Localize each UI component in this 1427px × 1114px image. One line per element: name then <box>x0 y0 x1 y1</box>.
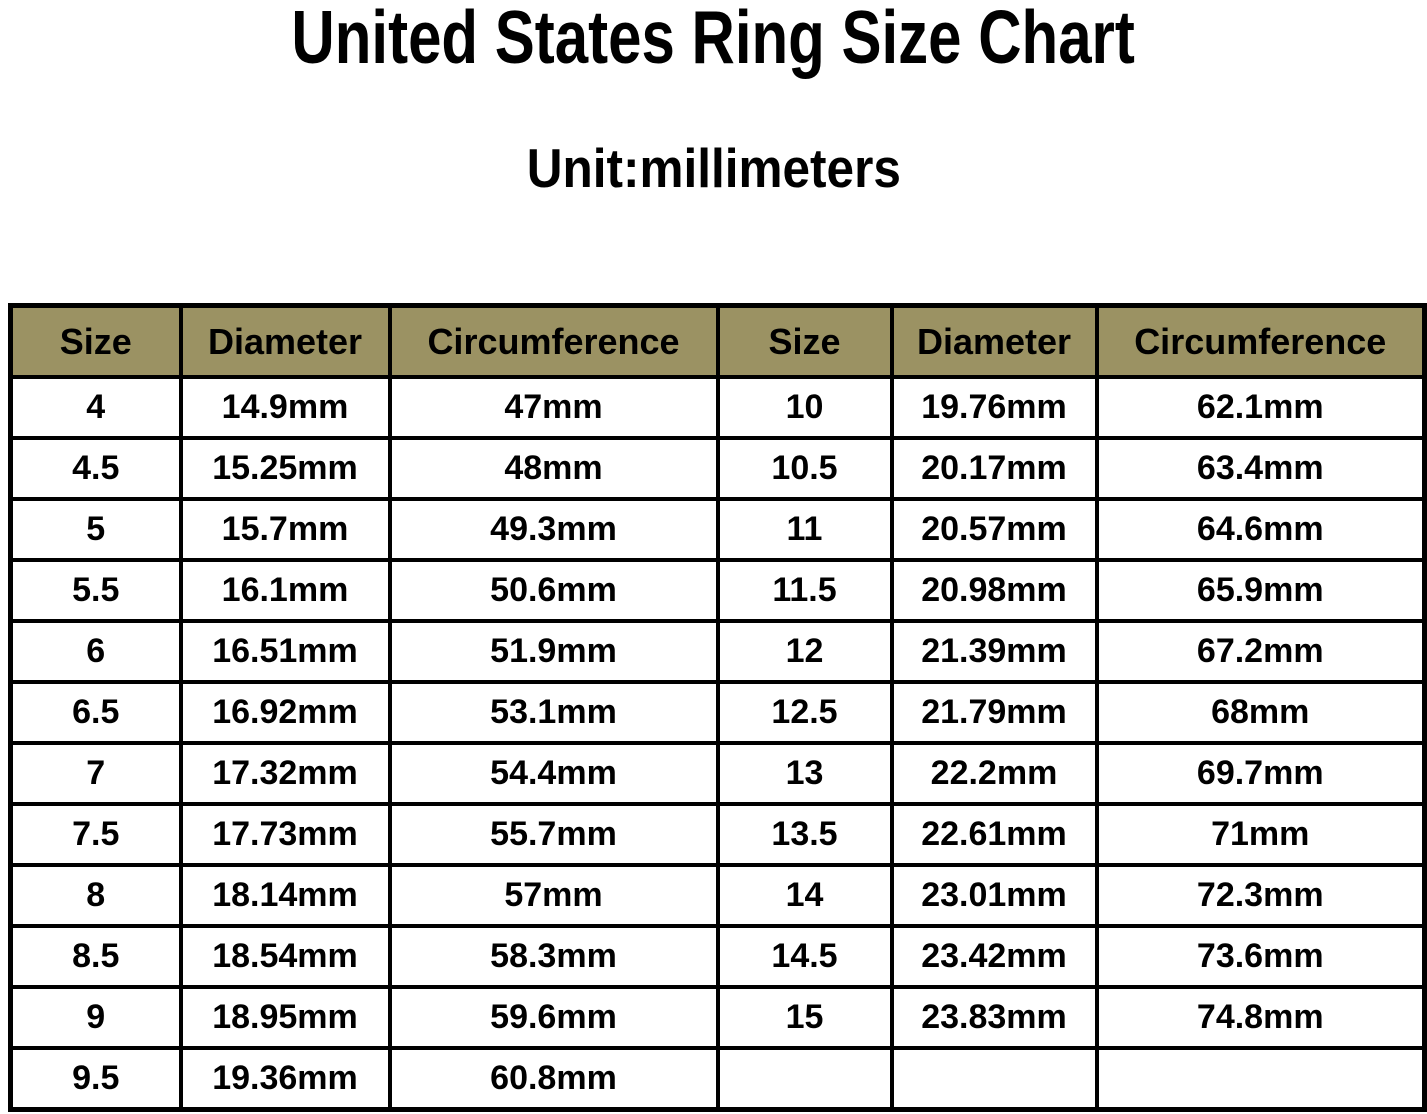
table-cell: 16.51mm <box>178 619 392 684</box>
unit-label-text: Unit:millimeters <box>526 137 901 199</box>
table-cell: 69.7mm <box>1094 741 1427 806</box>
table-cell: 18.14mm <box>178 863 392 928</box>
table-cell: 21.79mm <box>889 680 1099 745</box>
table-cell: 12 <box>715 619 894 684</box>
column-header-diameter-1: Diameter <box>178 303 392 379</box>
table-cell: 64.6mm <box>1094 497 1427 562</box>
table-row: 4.5 15.25mm 48mm 10.5 20.17mm 63.4mm <box>8 436 1427 501</box>
table-cell: 67.2mm <box>1094 619 1427 684</box>
table-cell: 22.61mm <box>889 802 1099 867</box>
table-cell: 9.5 <box>8 1046 183 1112</box>
table-cell: 55.7mm <box>387 802 720 867</box>
table-cell: 16.1mm <box>178 558 392 623</box>
table-cell: 6 <box>8 619 183 684</box>
table-cell: 5 <box>8 497 183 562</box>
table-cell <box>715 1046 894 1112</box>
table-cell <box>1094 1046 1427 1112</box>
table-cell: 14.5 <box>715 924 894 989</box>
table-cell: 4 <box>8 375 183 440</box>
table-row: 8.5 18.54mm 58.3mm 14.5 23.42mm 73.6mm <box>8 924 1427 989</box>
table-cell: 10 <box>715 375 894 440</box>
table-cell: 15 <box>715 985 894 1050</box>
table-cell: 4.5 <box>8 436 183 501</box>
table-row: 5 15.7mm 49.3mm 11 20.57mm 64.6mm <box>8 497 1427 562</box>
table-row: 4 14.9mm 47mm 10 19.76mm 62.1mm <box>8 375 1427 440</box>
header-row: Size Diameter Circumference Size Diameter Cir… <box>8 303 1427 379</box>
table-cell: 23.01mm <box>889 863 1099 928</box>
table-cell <box>889 1046 1099 1112</box>
table-cell: 14 <box>715 863 894 928</box>
table-cell: 13 <box>715 741 894 806</box>
table-cell: 21.39mm <box>889 619 1099 684</box>
table-cell: 11 <box>715 497 894 562</box>
table-cell: 71mm <box>1094 802 1427 867</box>
table-cell: 62.1mm <box>1094 375 1427 440</box>
column-header-circumference-5: Circumference <box>1094 303 1427 379</box>
table-cell: 8.5 <box>8 924 183 989</box>
table-cell: 60.8mm <box>387 1046 720 1112</box>
table-cell: 16.92mm <box>178 680 392 745</box>
column-header-size-3: Size <box>715 303 894 379</box>
table-header: Size Diameter Circumference Size Diameter Cir… <box>8 303 1427 379</box>
table-cell: 22.2mm <box>889 741 1099 806</box>
column-header-diameter-4: Diameter <box>889 303 1099 379</box>
page-title: United States Ring Size Chart <box>0 0 1427 80</box>
table-body: 4 14.9mm 47mm 10 19.76mm 62.1mm 4.5 15.25mm 48mm… <box>8 375 1427 1112</box>
table-cell: 17.73mm <box>178 802 392 867</box>
table-cell: 23.83mm <box>889 985 1099 1050</box>
table-cell: 15.25mm <box>178 436 392 501</box>
column-header-circumference-2: Circumference <box>387 303 720 379</box>
table-cell: 18.54mm <box>178 924 392 989</box>
table-cell: 74.8mm <box>1094 985 1427 1050</box>
table-cell: 18.95mm <box>178 985 392 1050</box>
table-cell: 49.3mm <box>387 497 720 562</box>
table-cell: 20.57mm <box>889 497 1099 562</box>
unit-label: Unit:millimeters <box>0 136 1427 200</box>
table-cell: 19.36mm <box>178 1046 392 1112</box>
table-row: 9 18.95mm 59.6mm 15 23.83mm 74.8mm <box>8 985 1427 1050</box>
table-cell: 6.5 <box>8 680 183 745</box>
table-cell: 68mm <box>1094 680 1427 745</box>
table-cell: 17.32mm <box>178 741 392 806</box>
table-cell: 8 <box>8 863 183 928</box>
table-cell: 7 <box>8 741 183 806</box>
table-cell: 54.4mm <box>387 741 720 806</box>
table-cell: 12.5 <box>715 680 894 745</box>
table-row: 7 17.32mm 54.4mm 13 22.2mm 69.7mm <box>8 741 1427 806</box>
table-cell: 14.9mm <box>178 375 392 440</box>
table-row: 8 18.14mm 57mm 14 23.01mm 72.3mm <box>8 863 1427 928</box>
table-cell: 20.98mm <box>889 558 1099 623</box>
table-row: 6.5 16.92mm 53.1mm 12.5 21.79mm 68mm <box>8 680 1427 745</box>
page-title-text: United States Ring Size Chart <box>291 0 1136 79</box>
table-row: 7.5 17.73mm 55.7mm 13.5 22.61mm 71mm <box>8 802 1427 867</box>
table-cell: 19.76mm <box>889 375 1099 440</box>
table-cell: 72.3mm <box>1094 863 1427 928</box>
table-cell: 7.5 <box>8 802 183 867</box>
table-cell: 20.17mm <box>889 436 1099 501</box>
table-cell: 50.6mm <box>387 558 720 623</box>
table-row: 6 16.51mm 51.9mm 12 21.39mm 67.2mm <box>8 619 1427 684</box>
table-cell: 73.6mm <box>1094 924 1427 989</box>
table-cell: 9 <box>8 985 183 1050</box>
table-cell: 57mm <box>387 863 720 928</box>
table-cell: 53.1mm <box>387 680 720 745</box>
table-cell: 51.9mm <box>387 619 720 684</box>
table-row: 9.5 19.36mm 60.8mm <box>8 1046 1427 1112</box>
table-cell: 13.5 <box>715 802 894 867</box>
table-cell: 15.7mm <box>178 497 392 562</box>
table-cell: 59.6mm <box>387 985 720 1050</box>
table-cell: 48mm <box>387 436 720 501</box>
table-cell: 11.5 <box>715 558 894 623</box>
table-cell: 5.5 <box>8 558 183 623</box>
table-cell: 58.3mm <box>387 924 720 989</box>
table-cell: 10.5 <box>715 436 894 501</box>
table-cell: 65.9mm <box>1094 558 1427 623</box>
column-header-size-0: Size <box>8 303 183 379</box>
table-cell: 47mm <box>387 375 720 440</box>
table-cell: 23.42mm <box>889 924 1099 989</box>
table-row: 5.5 16.1mm 50.6mm 11.5 20.98mm 65.9mm <box>8 558 1427 623</box>
table-cell: 63.4mm <box>1094 436 1427 501</box>
ring-size-table: Size Diameter Circumference Size Diameter Cir… <box>8 303 1427 1112</box>
